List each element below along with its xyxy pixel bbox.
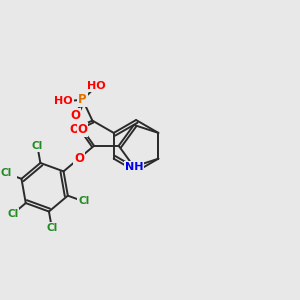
Text: P: P — [78, 93, 87, 106]
Text: Cl: Cl — [7, 209, 19, 219]
Text: O: O — [69, 123, 79, 136]
Text: HO: HO — [87, 81, 105, 91]
Text: HO: HO — [54, 96, 73, 106]
Text: Cl: Cl — [78, 196, 89, 206]
Text: NH: NH — [124, 162, 143, 172]
Text: Cl: Cl — [32, 141, 43, 152]
Text: Cl: Cl — [46, 223, 58, 233]
Text: O: O — [74, 152, 84, 165]
Text: Cl: Cl — [0, 168, 11, 178]
Text: O: O — [70, 109, 80, 122]
Text: O: O — [77, 123, 88, 136]
